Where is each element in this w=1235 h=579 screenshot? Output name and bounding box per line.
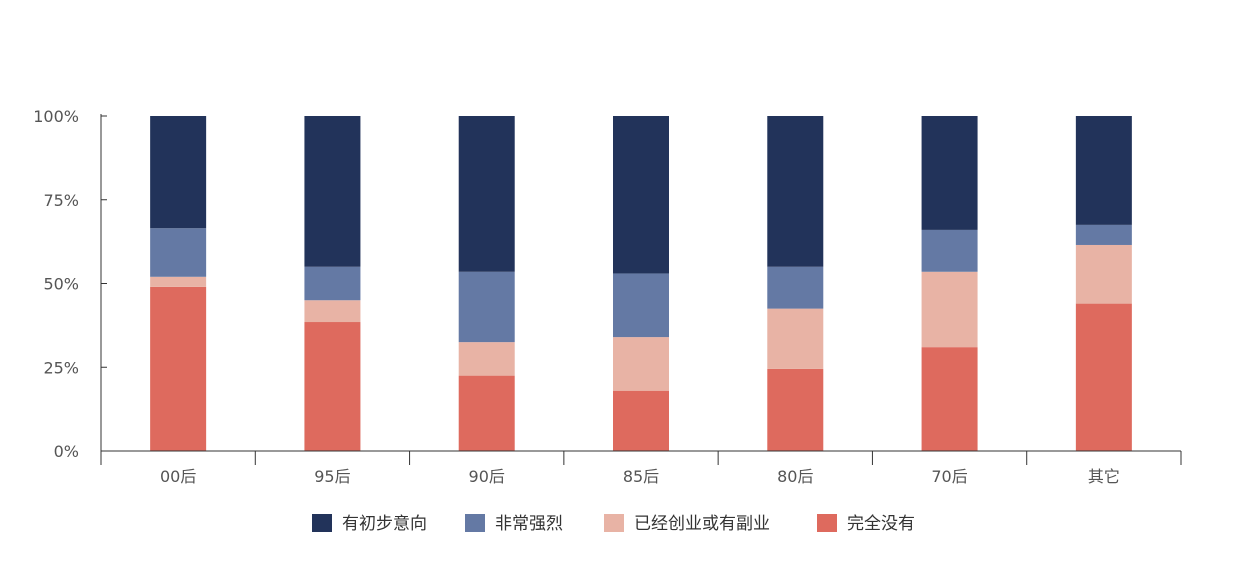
y-tick-label: 25% — [43, 358, 79, 377]
bar-segment — [921, 229, 978, 272]
x-tick-label: 95后 — [314, 467, 350, 486]
y-tick-label: 0% — [54, 442, 79, 461]
x-axis: 00后 95后 90后 85后 80后 70后 其它 — [100, 450, 1182, 486]
legend-label: 有初步意向 — [342, 514, 427, 534]
bar-segment — [150, 276, 207, 287]
x-tick-label: 80后 — [777, 467, 813, 486]
x-tick-label: 00后 — [160, 467, 196, 486]
bar-segment — [921, 116, 978, 230]
bar-segment — [304, 266, 361, 301]
legend-label: 非常强烈 — [495, 514, 563, 534]
bar-segment — [767, 116, 824, 267]
y-axis: 0% 25% 50% 75% 100% — [33, 107, 107, 461]
bar-segment — [304, 300, 361, 323]
bar-segment — [613, 337, 669, 391]
bars-group — [150, 116, 1132, 451]
legend-item: 非常强烈 — [465, 514, 563, 534]
x-tick-label: 70后 — [931, 467, 967, 486]
bar-segment — [458, 342, 515, 376]
bar-segment — [150, 116, 207, 229]
bar-segment — [1075, 244, 1132, 304]
legend-swatch — [312, 514, 332, 532]
bar-segment — [458, 116, 515, 272]
legend-label: 已经创业或有副业 — [634, 514, 770, 534]
bar-segment — [921, 347, 978, 451]
bar-segment — [458, 375, 515, 451]
x-tick-label: 85后 — [623, 467, 659, 486]
legend-swatch — [465, 514, 485, 532]
x-tick-label: 其它 — [1088, 467, 1120, 486]
x-tick-label: 90后 — [469, 467, 505, 486]
legend-item: 有初步意向 — [312, 514, 427, 534]
bar-segment — [921, 271, 978, 348]
bar-segment — [1075, 224, 1132, 245]
legend-item: 已经创业或有副业 — [604, 514, 770, 534]
legend-swatch — [817, 514, 837, 532]
bar-segment — [458, 271, 515, 343]
legend: 有初步意向 非常强烈 已经创业或有副业 完全没有 — [312, 514, 915, 534]
y-tick-label: 75% — [43, 191, 79, 210]
bar-segment — [150, 286, 207, 451]
y-tick-label: 100% — [33, 107, 79, 126]
bar-segment — [150, 228, 207, 277]
bar-segment — [304, 116, 361, 267]
bar-segment — [1075, 303, 1132, 451]
y-tick-label: 50% — [43, 275, 79, 294]
bar-segment — [613, 116, 669, 274]
bar-segment — [767, 368, 824, 451]
legend-item: 完全没有 — [817, 514, 915, 534]
bar-segment — [767, 266, 824, 309]
legend-swatch — [604, 514, 624, 532]
bar-segment — [304, 322, 361, 451]
bar-segment — [767, 308, 824, 369]
bar-segment — [613, 390, 669, 451]
legend-label: 完全没有 — [847, 514, 915, 534]
bar-segment — [613, 273, 669, 338]
bar-segment — [1075, 116, 1132, 225]
